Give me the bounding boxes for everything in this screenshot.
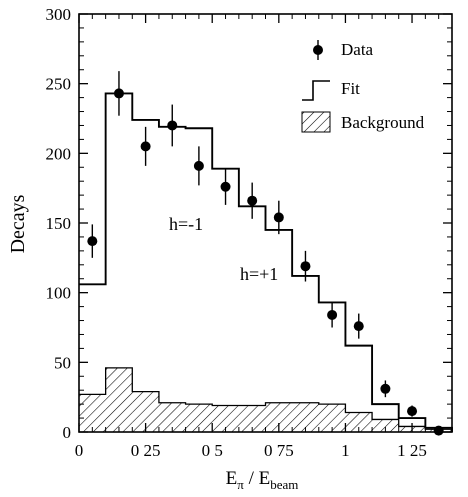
axes-layer: 0 50 100 150 200 250 300 0 0 25 0 5 0 75 1 1 25 — [46, 5, 453, 460]
y-tick-label: 200 — [46, 144, 72, 163]
x-tick-label: 0 5 — [202, 441, 223, 460]
legend-item-fit: Fit — [302, 79, 360, 101]
legend-data-label: Data — [341, 40, 374, 59]
y-axis-label: Decays — [7, 194, 29, 253]
x-tick-label: 0 — [75, 441, 84, 460]
data-point — [113, 88, 124, 99]
data-point — [140, 141, 151, 152]
data-layer — [87, 71, 444, 436]
data-point — [247, 195, 258, 206]
background-outline — [79, 367, 453, 432]
x-label-mid: / E — [244, 468, 270, 489]
x-label-sub-beam: beam — [270, 477, 298, 492]
data-point — [300, 261, 311, 272]
legend-item-background: Background — [301, 111, 425, 133]
y-tick-label: 0 — [63, 423, 72, 442]
y-tick-label: 150 — [46, 214, 72, 233]
legend-fit-label: Fit — [341, 79, 360, 98]
x-axis-label: Eπ / Ebeam — [226, 468, 299, 492]
fit-step-line — [79, 92, 453, 432]
data-point — [220, 181, 231, 192]
fit-layer — [79, 92, 453, 432]
data-point — [167, 120, 178, 131]
data-point — [380, 383, 391, 394]
background-bin — [105, 367, 133, 432]
annotation-h-plus-1: h=+1 — [240, 264, 278, 284]
legend-background-label: Background — [341, 113, 425, 132]
data-point — [407, 406, 418, 417]
y-tick-label: 50 — [54, 353, 71, 372]
data-point — [353, 321, 364, 332]
background-layer — [79, 367, 453, 432]
x-tick-label: 0 25 — [131, 441, 161, 460]
legend-fit-step-icon — [302, 80, 330, 101]
x-label-main: E — [226, 468, 238, 489]
data-point — [327, 309, 338, 320]
legend-data-marker — [313, 45, 323, 55]
x-tick-label: 1 25 — [397, 441, 427, 460]
annotation-h-minus-1: h=-1 — [169, 214, 203, 234]
y-tick-label: 100 — [46, 284, 72, 303]
background-bin — [79, 394, 106, 432]
x-tick-label: 1 — [341, 441, 350, 460]
legend: Data Fit Background — [301, 40, 425, 133]
data-point — [193, 160, 204, 171]
y-tick-label: 300 — [46, 5, 72, 24]
background-bin — [345, 412, 373, 432]
legend-background-swatch — [301, 111, 331, 133]
data-point — [87, 236, 98, 247]
x-tick-label: 0 75 — [264, 441, 294, 460]
y-tick-label: 250 — [46, 75, 72, 94]
data-point — [273, 212, 284, 223]
x-label-sub-pi: π — [237, 477, 244, 492]
background-bin — [372, 419, 399, 432]
legend-item-data: Data — [313, 40, 374, 60]
